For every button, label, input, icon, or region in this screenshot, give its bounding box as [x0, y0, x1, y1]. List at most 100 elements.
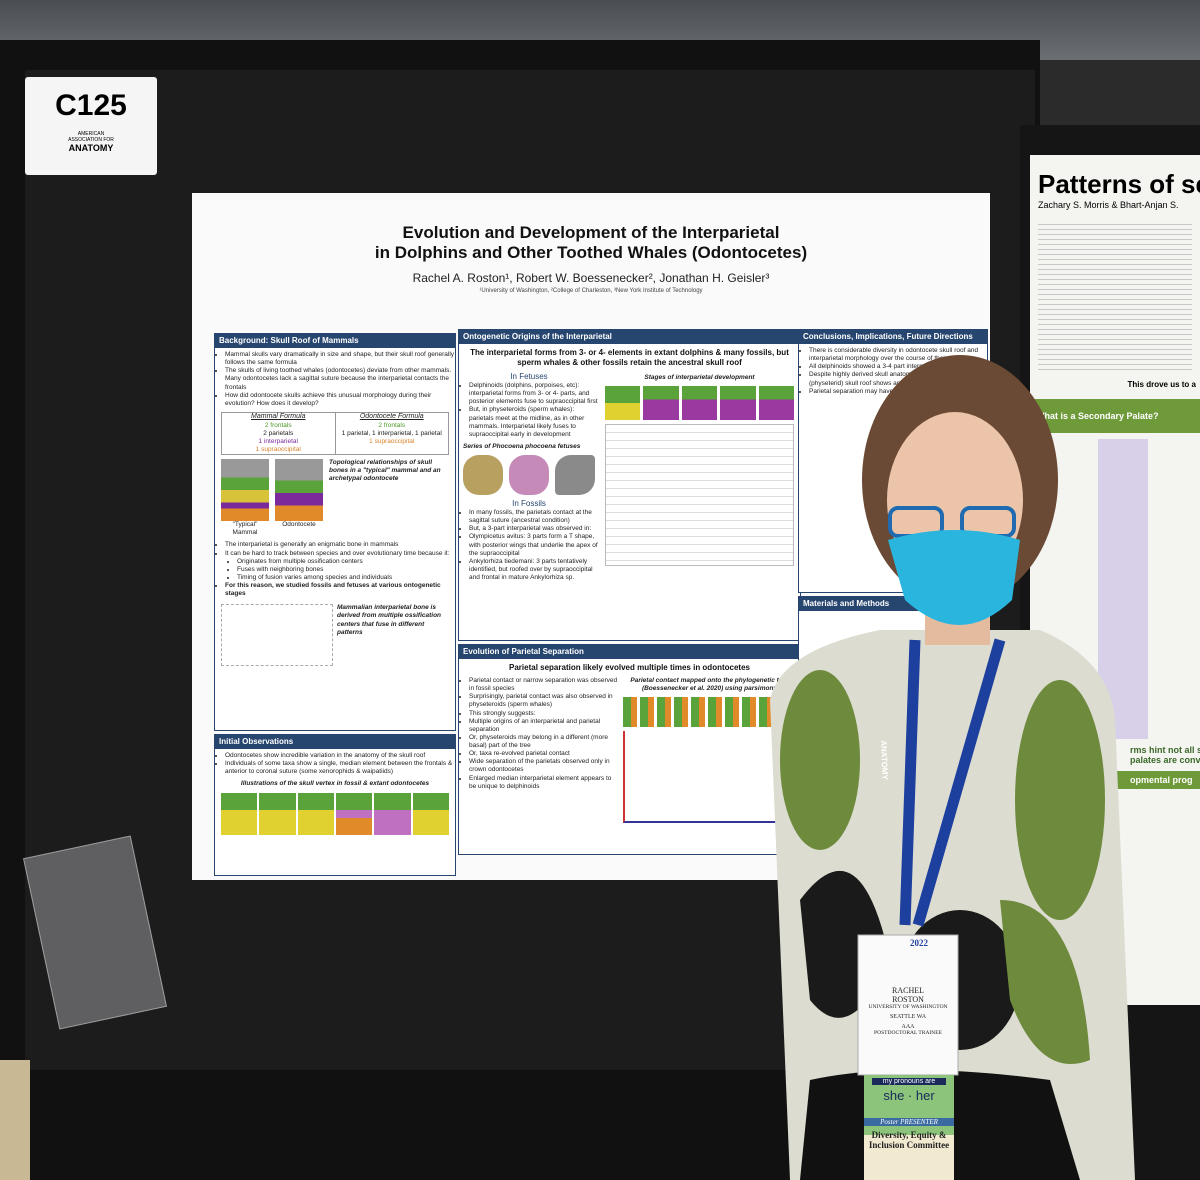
stage-images [605, 386, 795, 421]
bullet: It can be hard to track between species … [225, 550, 455, 558]
section-heading: Evolution of Parietal Separation [459, 645, 800, 659]
bullet: There is considerable diversity in odont… [809, 347, 987, 363]
key-finding: The interparietal forms from 3- or 4- el… [470, 348, 789, 367]
neighbor-line: palates are converg [1130, 755, 1200, 765]
ontogeny-figures: Stages of interparietal development [599, 372, 800, 582]
section-heading: Conclusions, Implications, Future Direct… [799, 330, 987, 344]
bullet: Timing of fusion varies among species an… [237, 574, 455, 582]
key-finding: Parietal separation likely evolved multi… [509, 663, 750, 672]
ossification-diagram [221, 604, 333, 667]
bullet: The interparietal is generally an enigma… [225, 541, 455, 549]
background-section: Background: Skull Roof of Mammals Mammal… [214, 333, 456, 731]
ribbon-text: Poster PRESENTER Diversity, Equity & Inc… [864, 1118, 954, 1151]
bullet: Olympicetus avitus: 3 parts form a T sha… [469, 533, 599, 557]
blouse-pattern [1000, 900, 1090, 1064]
section-heading: Ontogenetic Origins of the Interparietal [459, 330, 800, 344]
bullet: Odontocetes show incredible variation in… [225, 752, 455, 760]
neighbor-authors: Zachary S. Morris & Bhart-Anjan S. [1038, 200, 1179, 210]
phylogeny [623, 731, 796, 824]
bullet: How did odontocete skulls achieve this u… [225, 392, 455, 408]
bullet: Individuals of some taxa show a single, … [225, 760, 455, 776]
pronouns: my pronouns are she · her [864, 1078, 954, 1103]
org: ASSOCIATION FOR [68, 137, 114, 143]
ribbon-line: Poster [880, 1118, 899, 1126]
bullet: Parietal contact or narrow separation wa… [469, 677, 619, 693]
neighbor-text [1038, 220, 1192, 370]
authors: Rachel A. Roston¹, Robert W. Boessenecke… [412, 271, 770, 285]
neighbor-title: Patterns of secon [1038, 169, 1200, 199]
figure-caption: Stages of interparietal development [644, 374, 755, 381]
presenter-ribbon: Poster PRESENTER [864, 1118, 954, 1126]
neighbor-line: This drove us to a [1127, 380, 1196, 389]
skull-figures: "Typical" Mammal Odontocete Topological … [221, 459, 449, 537]
figure-label: "Typical" Mammal [232, 521, 258, 537]
lanyard-text: ANATOMY [879, 740, 890, 780]
figure: "Typical" Mammal [221, 459, 269, 537]
bullet: All delphinoids showed a 3-4 part interp… [809, 363, 987, 371]
bullet: This strongly suggests: [469, 710, 619, 718]
bullets: The interparietal is generally an enigma… [215, 541, 455, 557]
tree-figure: Parietal contact mapped onto the phyloge… [619, 677, 800, 824]
badge-affiliation: UNIVERSITY OF WASHINGTON [868, 1004, 948, 1010]
formula-row: 2 frontals [378, 421, 406, 429]
bullets: Mammal skulls vary dramatically in size … [215, 351, 455, 408]
bullet: But, a 3-part interparietal was observed… [469, 525, 599, 533]
bullet: Multiple origins of an interparietal and… [469, 718, 619, 734]
observations-section: Initial Observations Odontocetes show in… [214, 734, 456, 876]
bullet: The skulls of living toothed whales (odo… [225, 367, 455, 391]
formula-table: Mammal Formula 2 frontals 2 parietals 1 … [221, 411, 449, 456]
tree-skulls [623, 697, 796, 728]
table-edge [0, 1060, 30, 1180]
evolution-body: Parietal contact or narrow separation wa… [459, 677, 800, 824]
figure-caption: Illustrations of the skull vertex in fos… [240, 780, 430, 788]
subheading: In Fossils [512, 499, 546, 508]
formula-row: 1 supraoccipital [255, 446, 301, 453]
ontogeny-body: In Fetuses Delphinoids (dolphins, porpoi… [459, 372, 800, 582]
bullet: Parietal separation may have evolved mul… [809, 388, 987, 396]
neighbor-line: rms hint not all second [1130, 745, 1200, 755]
bullet: Originates from multiple ossification ce… [237, 558, 455, 566]
formula-row: 2 frontals [264, 421, 292, 429]
blouse-pattern [780, 670, 860, 850]
bullet: Despite highly derived skull anatomy, sp… [809, 371, 987, 387]
bullet: Or, physeteroids may belong in a differe… [469, 734, 619, 750]
figure: Odontocete [275, 459, 323, 537]
formula-row: 1 supraoccipital [369, 437, 415, 445]
evolution-section: Evolution of Parietal Separation Parieta… [458, 644, 801, 855]
org: ANATOMY [68, 143, 114, 153]
figure-caption: Topological relationships of skull bones… [329, 459, 441, 483]
figure-caption: Series of Phocoena phocoena fetuses [463, 442, 581, 450]
mask [888, 530, 1020, 625]
bullet: Wide separation of the parietals observe… [469, 758, 619, 774]
ontogeny-text: In Fetuses Delphinoids (dolphins, porpoi… [459, 372, 599, 582]
org: AMERICAN [77, 131, 105, 137]
bullet: Fuses with neighboring bones [237, 566, 455, 574]
ribbon [864, 1135, 954, 1180]
figure-label: Odontocete [282, 521, 316, 529]
badge-name: ROSTON [892, 995, 924, 1004]
section-heading: Initial Observations [215, 735, 455, 749]
bullet: In many fossils, the parietals contact a… [469, 509, 599, 525]
poster-title: Evolution and Development of the Interpa… [192, 223, 990, 263]
affiliations: ¹University of Washington, ²College of C… [479, 288, 703, 294]
title-line: Evolution and Development of the Interpa… [402, 223, 780, 242]
bullet: Surprisingly, parietal contact was also … [469, 693, 619, 709]
formula-heading: Odontocete Formula [359, 412, 424, 420]
diagram: Mammalian interparietal bone is derived … [221, 604, 449, 667]
bullets: In many fossils, the parietals contact a… [459, 509, 599, 582]
formula-row: 1 parietal, 1 interparietal, 1 parietal [341, 429, 442, 437]
fetus-images [463, 455, 595, 495]
bullets: Parietal contact or narrow separation wa… [459, 677, 619, 823]
fossil-matrix [605, 424, 794, 567]
bullet: Ankylorhiza tiedemani: 3 parts tentative… [469, 558, 599, 582]
vertex-illustrations [221, 792, 449, 835]
neighbor-heading: What is a Secondary Palate? [1030, 399, 1200, 433]
bullets: Odontocetes show incredible variation in… [215, 752, 455, 776]
formula: Mammal Formula 2 frontals 2 parietals 1 … [222, 412, 336, 455]
formula-heading: Mammal Formula [251, 412, 306, 420]
ribbon-line: PRESENTER [900, 1118, 938, 1126]
pronoun-label: my pronouns are [872, 1078, 946, 1085]
badge-org: AAA [901, 1024, 915, 1030]
